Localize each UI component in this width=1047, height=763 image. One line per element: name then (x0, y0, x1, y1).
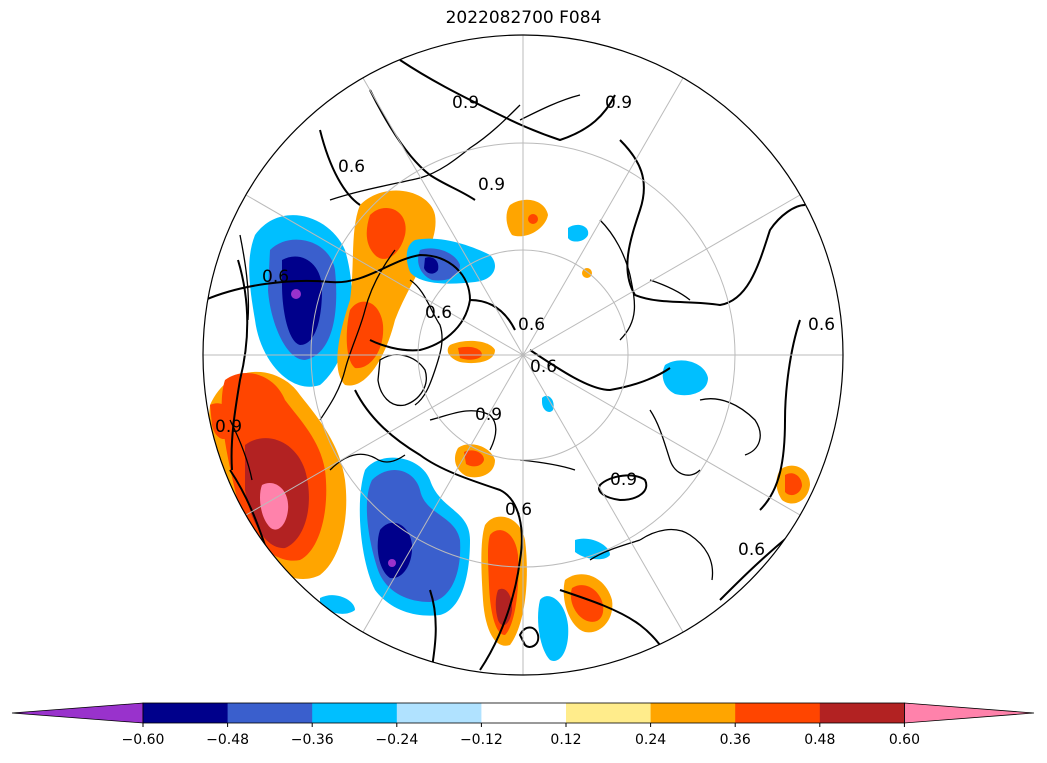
contour-label: 0.9 (610, 470, 637, 490)
colorbar-tick-label: −0.12 (460, 732, 503, 748)
colorbar-segment (396, 703, 482, 723)
contour-label: 0.6 (808, 315, 835, 335)
colorbar-tick-label: −0.60 (122, 732, 165, 748)
colorbar-tick-label: 0.24 (635, 732, 666, 748)
colorbar-tick-label: −0.36 (291, 732, 334, 748)
colorbar-tick-label: −0.24 (375, 732, 418, 748)
contour-label: 0.6 (738, 540, 765, 560)
colorbar-segment (143, 703, 229, 723)
colorbar-segment (227, 703, 313, 723)
contour-label: 0.9 (605, 93, 632, 113)
colorbar-tick-label: 0.36 (720, 732, 751, 748)
colorbar-segment (566, 703, 652, 723)
contour-label: 0.9 (478, 175, 505, 195)
contour-label: 0.9 (215, 417, 242, 437)
anomaly-fill-west (249, 215, 352, 387)
contour-label: 0.6 (518, 315, 545, 335)
colorbar-segment (481, 703, 567, 723)
colorbar-segment (735, 703, 821, 723)
map-title: 2022082700 F084 (445, 8, 602, 28)
contour-label: 0.6 (262, 267, 289, 287)
colorbar-extend-min (11, 702, 144, 724)
graticule (203, 35, 843, 675)
colorbar-tick-label: −0.48 (206, 732, 249, 748)
colorbar-extend-max (904, 702, 1035, 724)
colorbar-tick-label: 0.48 (804, 732, 835, 748)
contour-label: 0.6 (505, 500, 532, 520)
anomaly-fill-siberia (481, 516, 613, 661)
anomaly-fill-hudson (337, 190, 436, 386)
contour-label: 0.9 (475, 405, 502, 425)
polar-map: 0.9 0.9 0.6 0.9 0.6 0.6 0.9 0.6 0.9 0.6 … (202, 34, 844, 676)
colorbar-tick-label: 0.60 (889, 732, 920, 748)
colorbar-segment (819, 703, 905, 723)
contour-label: 0.6 (338, 157, 365, 177)
colorbar-tick-label: 0.12 (550, 732, 581, 748)
colorbar-segment (312, 703, 398, 723)
contour-label: 0.6 (530, 357, 557, 377)
coastlines (229, 94, 761, 581)
anomaly-fill-bering (359, 457, 470, 616)
colorbar-segment (650, 703, 736, 723)
contour-label: 0.6 (425, 303, 452, 323)
colorbar-outline (142, 702, 905, 724)
contour-label: 0.9 (452, 93, 479, 113)
contour-labels: 0.9 0.9 0.6 0.9 0.6 0.6 0.9 0.6 0.9 0.6 … (215, 93, 835, 560)
map-boundary (202, 34, 844, 676)
